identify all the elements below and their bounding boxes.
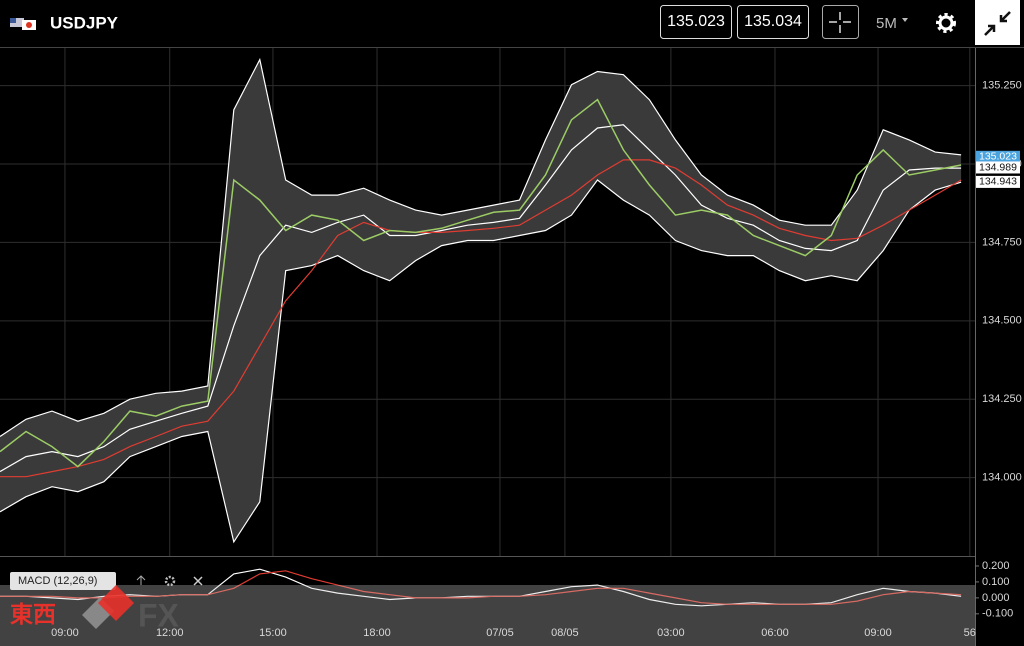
macd-title: MACD (12,26,9) xyxy=(18,575,97,587)
macd-label-box[interactable] xyxy=(10,572,116,590)
timeframe-caret xyxy=(902,18,908,22)
collapse-icon xyxy=(984,11,1011,36)
macd-settings-icon[interactable] xyxy=(164,575,176,587)
move-up-icon[interactable] xyxy=(136,575,146,585)
logo-brand: FX xyxy=(138,597,180,633)
price-tag-label: 135.023 xyxy=(979,151,1017,163)
y-tick-label: 135.250 xyxy=(982,80,1022,92)
x-tick-label: 03:00 xyxy=(657,627,685,639)
bid-button[interactable] xyxy=(660,5,732,39)
symbol[interactable]: USDJPY xyxy=(50,13,119,32)
series-line xyxy=(0,124,962,473)
series-line xyxy=(0,179,962,544)
flag-us-canton xyxy=(10,18,16,23)
price-tag xyxy=(976,175,1020,188)
x-tick-label: 07/05 xyxy=(486,627,514,639)
crosshair-icon xyxy=(829,12,851,33)
macd-legend: MACD (12,26,9) xyxy=(10,572,203,590)
gear-teeth xyxy=(936,13,956,33)
price-tag-label: 134.943 xyxy=(979,176,1017,188)
price-chart: 134.000134.250134.500134.750135.000135.2… xyxy=(0,48,1022,646)
y-tick-label: 134.500 xyxy=(982,315,1022,327)
x-tick-label: 15:00 xyxy=(259,627,287,639)
series-line xyxy=(0,98,962,468)
x-tick-label: 08/05 xyxy=(551,627,579,639)
flag-jp-sun xyxy=(26,22,32,28)
collapse-button[interactable] xyxy=(975,0,1020,45)
x-tick-label: 18:00 xyxy=(363,627,391,639)
macd-tick-label: 0.200 xyxy=(982,560,1010,572)
band-fill xyxy=(0,59,962,542)
flag-us xyxy=(10,18,24,27)
x-tick-label: 09:00 xyxy=(864,627,892,639)
macd-panel: -0.100 0.000 0.100 0.200 xyxy=(0,556,1013,620)
x-tick-label: 12:00 xyxy=(156,627,184,639)
price-tag xyxy=(976,150,1020,163)
macd-tick-label: 0.000 xyxy=(982,592,1010,604)
gear-ring xyxy=(938,15,954,31)
price-tag xyxy=(976,161,1020,174)
x-tick-label: 56 xyxy=(964,627,976,639)
header: USDJPY 135.023 135.034 5M xyxy=(0,0,1024,48)
timeframe[interactable]: 5M xyxy=(876,15,897,32)
logo-name: 東西 xyxy=(10,601,56,627)
close-icon[interactable] xyxy=(193,576,203,586)
x-tick-label: 09:00 xyxy=(51,627,79,639)
y-tick-label: 134.000 xyxy=(982,472,1022,484)
ask-button[interactable] xyxy=(737,5,809,39)
ask-price: 135.034 xyxy=(744,13,802,30)
macd-tick-label: -0.100 xyxy=(982,608,1013,620)
series-line xyxy=(0,159,962,478)
price-tag-label: 134.989 xyxy=(979,161,1017,173)
macd-tick-label: 0.100 xyxy=(982,576,1010,588)
macd-line xyxy=(0,570,962,605)
y-tick-label: 134.750 xyxy=(982,236,1022,248)
logo: 東西 FX xyxy=(10,585,180,633)
settings-icon[interactable] xyxy=(936,13,956,33)
x-tick-label: 06:00 xyxy=(761,627,789,639)
bid-price: 135.023 xyxy=(667,13,725,30)
series-line xyxy=(0,57,962,438)
footer-overlay xyxy=(0,585,975,646)
logo-mark-red xyxy=(98,585,134,621)
y-tick-label: 134.250 xyxy=(982,393,1022,405)
crosshair-button[interactable] xyxy=(822,5,859,39)
time-axis: 09:00 12:00 15:00 18:00 07/05 08/05 03:00 06:00… xyxy=(51,627,976,639)
